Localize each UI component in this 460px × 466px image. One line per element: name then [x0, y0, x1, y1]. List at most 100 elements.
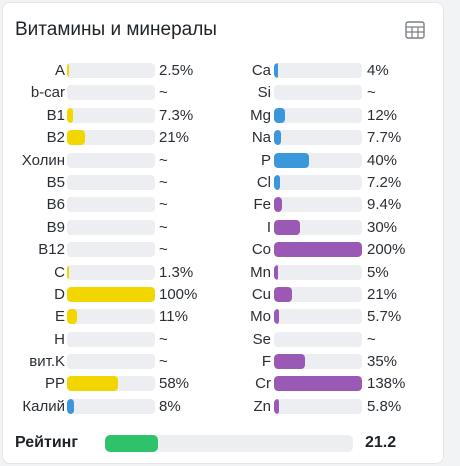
nutrient-percent: 7.7%: [367, 129, 402, 147]
nutrient-bar-fill: [274, 398, 280, 414]
nutrient-bar-track: [67, 398, 155, 414]
nutrient-bar-fill: [274, 63, 278, 78]
nutrient-label: B1: [46, 106, 65, 124]
nutrient-percent: 11%: [159, 308, 188, 326]
vitamins-minerals-card: Витамины и минералы A 2.5% b-car ~ B1 7.3% B2 2…: [2, 2, 444, 464]
card-title: Витамины и минералы: [15, 19, 217, 40]
nutrient-percent: 138%: [367, 375, 406, 393]
nutrient-bar-fill: [274, 354, 305, 370]
nutrient-bar-track: [274, 63, 362, 78]
nutrient-percent: 4%: [367, 62, 389, 79]
nutrient-bar-track: [67, 354, 155, 370]
nutrient-label: D: [54, 285, 65, 303]
nutrient-bar-fill: [274, 130, 281, 146]
nutrient-bar-fill: [67, 63, 70, 78]
nutrient-bar-track: [274, 85, 362, 101]
nutrient-bar-track: [274, 309, 362, 325]
rating-label: Рейтинг: [15, 434, 79, 451]
nutrient-label: Fe: [253, 196, 271, 214]
nutrient-bar-fill: [274, 242, 362, 258]
nutrient-percent: 5.7%: [367, 308, 402, 326]
nutrient-bar-track: [67, 219, 155, 235]
nutrient-bar-fill: [67, 398, 75, 414]
nutrient-label: PP: [44, 375, 65, 393]
nutrient-bar-track: [67, 152, 155, 168]
table-icon[interactable]: [405, 21, 425, 39]
nutrient-percent: 21%: [159, 129, 190, 147]
nutrient-percent: 200%: [367, 241, 406, 259]
nutrient-label: Na: [251, 129, 271, 147]
nutrient-label: Cr: [255, 375, 271, 393]
nutrient-label: E: [54, 308, 65, 326]
nutrient-bar-track: [67, 286, 155, 302]
nutrient-percent: ~: [367, 84, 376, 102]
nutrient-percent: 1.3%: [159, 263, 194, 281]
nutrient-bar-track: [67, 197, 155, 213]
nutrient-percent: ~: [159, 218, 168, 236]
nutrient-percent: 8%: [159, 397, 181, 415]
nutrient-label: B6: [46, 196, 65, 214]
nutrient-percent: 5.8%: [367, 397, 402, 415]
nutrient-bar-track: [274, 264, 362, 280]
nutrient-bar-track: [67, 107, 155, 123]
nutrient-percent: ~: [159, 353, 168, 371]
nutrient-bar-fill: [67, 107, 74, 123]
nutrient-label: F: [261, 353, 271, 371]
nutrient-percent: 30%: [367, 218, 398, 236]
nutrient-bar-track: [67, 331, 155, 347]
nutrient-label: b-car: [30, 84, 65, 102]
nutrient-label: Se: [252, 330, 271, 348]
nutrient-bar-fill: [67, 264, 70, 280]
nutrient-bar-track: [274, 174, 362, 190]
nutrient-label: B2: [46, 129, 65, 147]
nutrient-label: A: [54, 62, 65, 79]
nutrient-label: Mn: [250, 263, 271, 281]
nutrient-label: B9: [46, 218, 65, 236]
nutrient-percent: ~: [159, 151, 168, 169]
nutrient-bar-fill: [274, 309, 280, 325]
nutrient-bar-track: [274, 197, 362, 213]
rating-bar-track: [105, 435, 353, 452]
nutrient-label: B5: [46, 173, 65, 191]
nutrient-percent: 58%: [159, 375, 190, 393]
nutrient-bar-track: [67, 63, 155, 78]
nutrient-bar-track: [274, 242, 362, 258]
nutrient-bar-fill: [274, 264, 279, 280]
nutrient-label: Si: [257, 84, 271, 102]
nutrient-label: Ca: [251, 62, 271, 79]
nutrient-label: H: [54, 330, 65, 348]
nutrient-label: Mo: [250, 308, 271, 326]
nutrient-label: Cu: [251, 285, 271, 303]
nutrient-percent: 21%: [367, 285, 398, 303]
nutrient-bar-track: [274, 398, 362, 414]
nutrient-bar-fill: [274, 174, 281, 190]
nutrient-percent: 12%: [367, 106, 398, 124]
nutrient-bar-fill: [274, 219, 301, 235]
nutrient-label: Холин: [21, 151, 65, 169]
nutrient-bar-track: [67, 174, 155, 190]
nutrient-bar-track: [274, 130, 362, 146]
rating-value: 21.2: [365, 434, 397, 451]
nutrient-bar-track: [274, 286, 362, 302]
nutrient-bar-track: [274, 219, 362, 235]
nutrient-label: B12: [38, 241, 65, 259]
nutrient-bar-fill: [274, 107, 285, 123]
nutrient-bar-fill: [274, 286, 293, 302]
nutrient-bar-fill: [274, 376, 362, 392]
nutrient-percent: ~: [367, 330, 376, 348]
nutrient-bar-fill: [67, 376, 119, 392]
nutrient-label: Cl: [256, 173, 271, 191]
nutrient-label: C: [54, 263, 65, 281]
nutrient-percent: ~: [159, 84, 168, 102]
nutrient-percent: ~: [159, 173, 168, 191]
nutrient-percent: 40%: [367, 151, 398, 169]
nutrient-percent: ~: [159, 196, 168, 214]
nutrient-percent: 9.4%: [367, 196, 402, 214]
nutrient-bar-fill: [67, 309, 77, 325]
nutrient-bar-fill: [67, 130, 86, 146]
nutrient-bar-track: [67, 242, 155, 258]
nutrient-label: Zn: [253, 397, 271, 415]
nutrient-bar-track: [274, 376, 362, 392]
nutrient-percent: 7.2%: [367, 173, 402, 191]
nutrient-bar-track: [67, 264, 155, 280]
